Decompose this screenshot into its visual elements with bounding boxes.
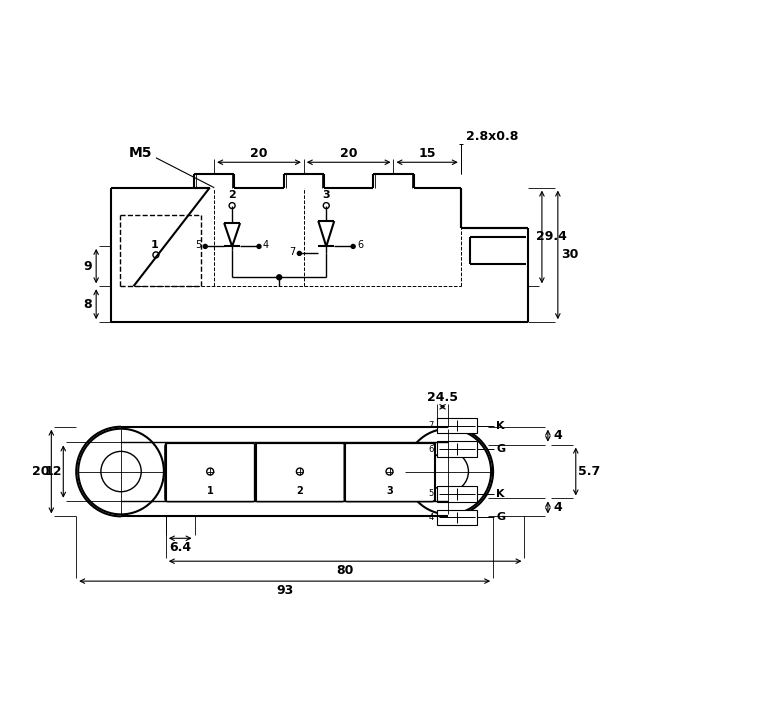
Text: 6: 6 (358, 241, 363, 251)
Circle shape (297, 251, 301, 256)
Bar (437, 441, 477, 457)
Text: 12: 12 (45, 465, 62, 478)
Text: 2: 2 (228, 189, 236, 199)
Text: 5: 5 (429, 489, 434, 498)
Bar (437, 486, 477, 502)
FancyBboxPatch shape (165, 444, 256, 502)
Text: 4: 4 (263, 241, 269, 251)
Text: 15: 15 (419, 147, 436, 159)
Text: 2: 2 (296, 486, 303, 496)
Circle shape (277, 275, 281, 280)
Text: 4: 4 (429, 513, 434, 522)
Text: K: K (496, 421, 505, 431)
Text: 8: 8 (83, 298, 92, 310)
FancyBboxPatch shape (344, 444, 435, 502)
Text: 6: 6 (429, 444, 434, 454)
Text: 29.4: 29.4 (536, 231, 568, 244)
Text: 5: 5 (195, 241, 201, 251)
Text: G: G (496, 444, 505, 454)
Text: 7: 7 (429, 421, 434, 430)
Text: 7: 7 (289, 247, 296, 258)
Text: 30: 30 (561, 248, 579, 261)
Circle shape (257, 244, 261, 248)
Text: 1: 1 (207, 486, 213, 496)
FancyBboxPatch shape (255, 444, 345, 502)
Text: G: G (496, 513, 505, 523)
Text: 9: 9 (83, 260, 92, 273)
Text: 2.8x0.8: 2.8x0.8 (466, 130, 518, 143)
Text: 20: 20 (340, 147, 358, 159)
Text: 80: 80 (336, 564, 354, 577)
Text: 5.7: 5.7 (578, 465, 600, 478)
Text: 93: 93 (276, 584, 293, 597)
Text: 20: 20 (31, 465, 49, 478)
Text: 4: 4 (554, 501, 562, 514)
Text: 3: 3 (387, 486, 393, 496)
Circle shape (351, 244, 355, 248)
Bar (437, 510, 477, 525)
Bar (437, 418, 477, 434)
Text: 4: 4 (554, 429, 562, 442)
Circle shape (203, 244, 207, 248)
Text: M5: M5 (129, 146, 153, 159)
Text: 20: 20 (250, 147, 268, 159)
Text: 24.5: 24.5 (427, 392, 458, 404)
Text: 3: 3 (322, 189, 330, 199)
Text: 6.4: 6.4 (169, 540, 191, 554)
Text: K: K (496, 489, 505, 499)
Text: 1: 1 (151, 240, 159, 250)
